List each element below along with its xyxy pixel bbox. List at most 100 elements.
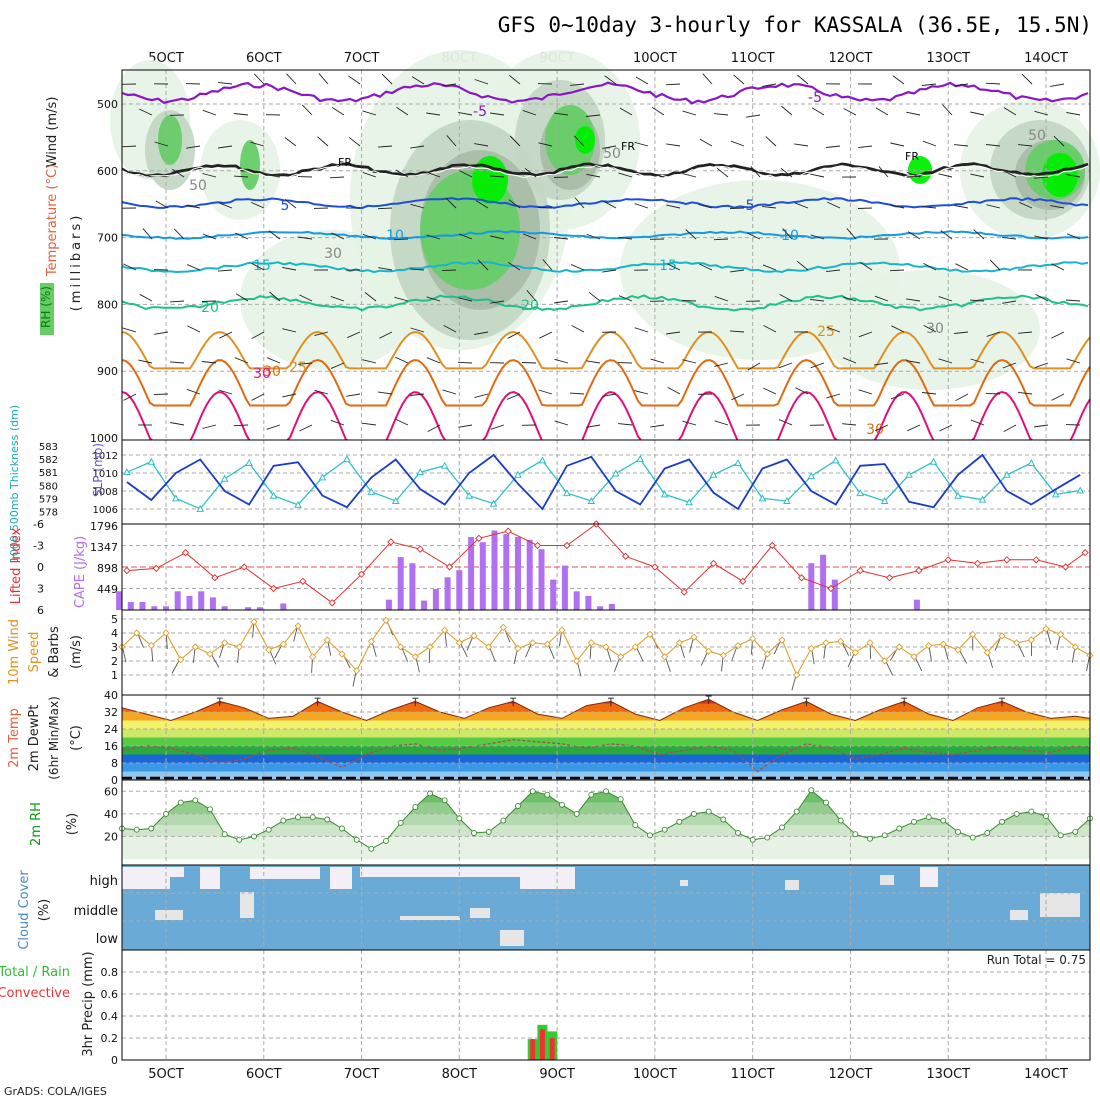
wind-barb xyxy=(618,236,633,240)
wind-barb xyxy=(393,238,409,241)
wind10m-point xyxy=(397,643,405,651)
thickness-point xyxy=(245,458,253,467)
wind-barb xyxy=(509,135,521,147)
li-point xyxy=(621,552,630,560)
li-point xyxy=(269,584,278,593)
wind-barb xyxy=(665,83,681,86)
temp-tick-label: 8 xyxy=(111,757,118,770)
thickness-point xyxy=(318,473,327,481)
wind-barb xyxy=(442,389,457,395)
wind-barb xyxy=(573,135,585,147)
wind-barb xyxy=(474,393,489,399)
wind-barb xyxy=(489,175,505,178)
wind10m-point xyxy=(1071,643,1079,651)
rh2m-unit: (%) xyxy=(65,813,80,836)
li-point xyxy=(445,563,454,571)
rh2m-point xyxy=(441,797,448,804)
cape-bar xyxy=(608,603,615,610)
slp-line xyxy=(126,453,1081,511)
isotherm-freezing xyxy=(121,162,1089,178)
rh2m-point xyxy=(647,832,653,839)
wind10m-point xyxy=(514,644,522,653)
wind-barb xyxy=(186,388,201,395)
thickness-point xyxy=(880,496,889,504)
wind-barb xyxy=(747,362,761,371)
wind-barb xyxy=(681,299,697,302)
cape-bar xyxy=(479,542,486,610)
wind-barb xyxy=(443,325,457,333)
wind-barb xyxy=(922,83,937,86)
wind10m-point xyxy=(455,639,463,647)
wind-barb xyxy=(970,173,985,178)
cloud-clear-cell xyxy=(155,910,183,920)
cape-bar xyxy=(397,557,404,610)
wind-barb xyxy=(170,422,185,426)
wind-barb xyxy=(858,389,873,395)
wind-barb xyxy=(1018,144,1033,147)
precip-bg xyxy=(122,950,1090,1060)
li-tick-label: -6 xyxy=(33,518,44,531)
wind-barb xyxy=(490,235,505,240)
rh-shade xyxy=(1042,153,1078,197)
wind-barb xyxy=(922,206,937,209)
wind-barb xyxy=(955,393,969,401)
thickness-point xyxy=(636,455,645,463)
wind10m-point xyxy=(411,653,419,661)
thickness-point xyxy=(807,472,816,480)
thickness-point xyxy=(978,495,987,503)
wind-barb xyxy=(123,263,137,271)
wind-barb xyxy=(314,331,329,337)
li-point xyxy=(856,566,864,575)
wind-barb xyxy=(746,114,761,118)
contour-label: FR xyxy=(905,150,919,163)
wind-barb xyxy=(251,201,265,209)
wind-barb xyxy=(362,110,377,116)
cloud-clear-cell xyxy=(920,867,938,887)
thickness-point xyxy=(685,498,693,506)
x-tick-label-bottom: 5OCT xyxy=(148,1067,184,1082)
rh2m-point xyxy=(749,836,756,843)
wind-barb xyxy=(586,114,601,117)
wind-barb xyxy=(1003,424,1017,432)
li-point xyxy=(533,541,542,550)
isotherm-15 xyxy=(121,260,1089,274)
wind-barb xyxy=(426,357,441,364)
thickness-point xyxy=(856,489,865,497)
wind10m-point xyxy=(1057,630,1065,639)
rh2m-point xyxy=(1072,828,1079,835)
cloud-unit: (%) xyxy=(37,899,52,922)
rh-tick-label: 60 xyxy=(104,785,118,798)
cape-bar xyxy=(503,534,510,610)
contour-label: 30 xyxy=(263,364,281,380)
cape-bar xyxy=(456,570,463,610)
wind-barb xyxy=(970,358,985,364)
wind-barb xyxy=(201,300,217,302)
wind-barb xyxy=(554,112,569,116)
wind-barb xyxy=(233,424,249,427)
wind-barb xyxy=(699,263,713,271)
wind-barb xyxy=(699,138,713,147)
temp2m-label-1: 2m Temp xyxy=(7,708,22,768)
wind-barb xyxy=(426,234,441,240)
cloud-clear-cell xyxy=(400,916,460,920)
wind-barb xyxy=(810,234,825,240)
wind10m-tick-label: 3 xyxy=(111,641,118,654)
wind-barb xyxy=(781,105,793,116)
run-total: Run Total = 0.75 xyxy=(987,953,1086,967)
wind-barb xyxy=(1034,362,1049,369)
wind-barb xyxy=(186,264,201,271)
x-tick-label-top: 6OCT xyxy=(246,51,282,66)
wind-barb xyxy=(778,419,793,426)
rh2m-point xyxy=(1028,808,1035,815)
wind-barb xyxy=(378,267,393,271)
wind-barb xyxy=(154,141,169,147)
contour-label: -5 xyxy=(808,90,822,106)
wind10m-point xyxy=(191,643,199,651)
wind-barb xyxy=(970,111,985,116)
wind-barb xyxy=(1066,233,1081,240)
wind-barb xyxy=(858,331,873,338)
wind-barb xyxy=(251,393,265,401)
thickness-point xyxy=(709,470,718,478)
wind-barb xyxy=(907,424,921,432)
wind10m-point xyxy=(558,626,566,634)
